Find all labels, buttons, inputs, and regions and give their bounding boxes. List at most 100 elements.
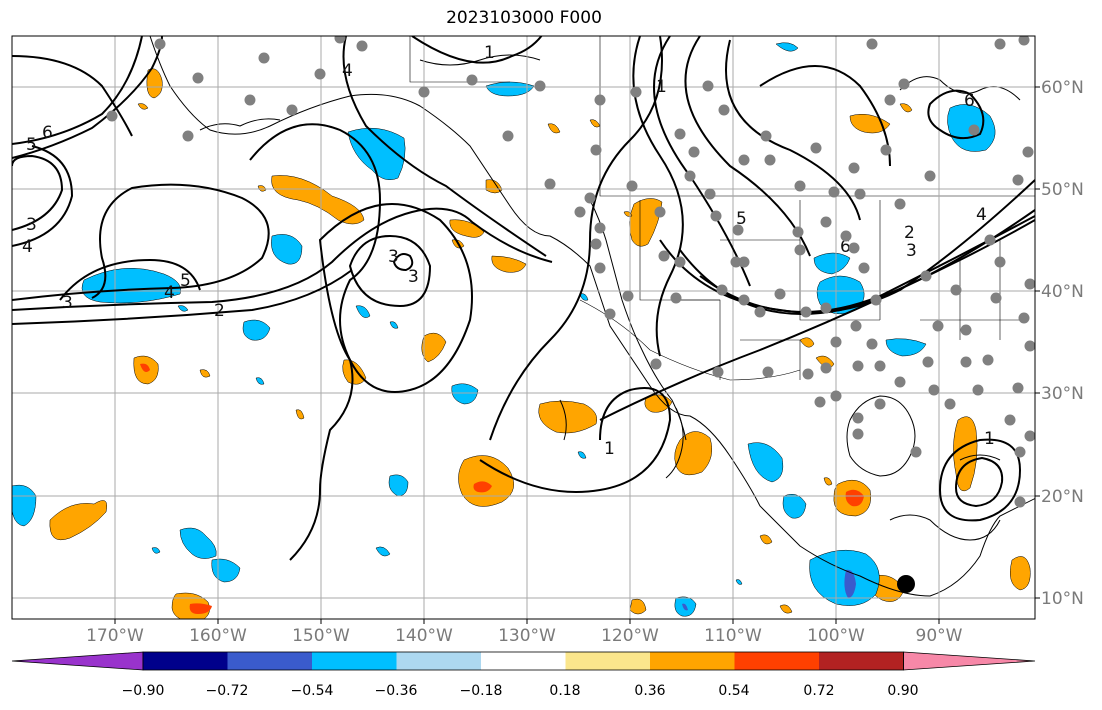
contour-label: 2 xyxy=(214,301,225,321)
station-dot xyxy=(710,210,722,222)
contour-label: 1 xyxy=(984,429,995,449)
station-dot xyxy=(922,356,934,368)
station-dot xyxy=(604,308,616,320)
station-dot xyxy=(950,284,962,296)
station-dot xyxy=(1022,146,1034,158)
station-dot xyxy=(928,384,940,396)
lon-label: 150°W xyxy=(292,626,350,646)
colorbar-swatch xyxy=(481,652,566,670)
station-dot xyxy=(794,244,806,256)
station-dot xyxy=(960,356,972,368)
station-dot xyxy=(814,396,826,408)
station-dot xyxy=(650,358,662,370)
station-dot xyxy=(244,94,256,106)
station-dot xyxy=(594,94,606,106)
lon-label: 130°W xyxy=(498,626,556,646)
colorbar-swatch xyxy=(819,652,904,670)
station-dot xyxy=(106,110,118,122)
lat-label: 60°N xyxy=(1041,78,1084,98)
station-dot xyxy=(704,188,716,200)
station-dot xyxy=(674,256,686,268)
lat-label: 50°N xyxy=(1041,180,1084,200)
station-dot xyxy=(852,412,864,424)
contour-label: 3 xyxy=(62,293,73,313)
station-dot xyxy=(982,354,994,366)
station-dot xyxy=(1004,414,1016,426)
colorbar-tick-label: 0.90 xyxy=(887,683,918,699)
lat-label: 40°N xyxy=(1041,282,1084,302)
contour-label: 3 xyxy=(26,215,37,235)
colorbar-tick-label: −0.18 xyxy=(460,683,503,699)
station-dot xyxy=(718,104,730,116)
colorbar-tick-label: −0.72 xyxy=(206,683,249,699)
contour-label: 6 xyxy=(42,123,53,143)
station-dot xyxy=(154,38,166,50)
station-dot xyxy=(820,302,832,314)
station-dot xyxy=(258,52,270,64)
station-dot xyxy=(738,154,750,166)
station-dot xyxy=(544,178,556,190)
station-dot xyxy=(810,142,822,154)
station-dot xyxy=(944,398,956,410)
lon-label: 160°W xyxy=(189,626,247,646)
axis-ticks xyxy=(114,86,1040,624)
contour-label: 3 xyxy=(408,267,419,287)
station-dot xyxy=(738,256,750,268)
station-dot xyxy=(760,130,772,142)
contour-label: 5 xyxy=(736,209,747,229)
colorbar-tick-label: 0.54 xyxy=(718,683,749,699)
station-dot xyxy=(1014,496,1026,508)
station-dot xyxy=(866,38,878,50)
station-dot xyxy=(684,170,696,182)
station-dot xyxy=(658,250,670,262)
station-dot xyxy=(854,188,866,200)
station-dot xyxy=(1012,174,1024,186)
strong-negative-shading xyxy=(682,569,856,611)
contour-label: 5 xyxy=(26,135,37,155)
station-dot xyxy=(754,306,766,318)
contour-lines xyxy=(12,36,1035,561)
contour-label: 6 xyxy=(840,237,851,257)
station-dot xyxy=(1018,312,1030,324)
strong-positive-shading xyxy=(140,363,864,614)
station-dot xyxy=(792,226,804,238)
station-dot xyxy=(182,130,194,142)
station-dot xyxy=(898,78,910,90)
contour-label: 5 xyxy=(180,271,191,291)
station-dot xyxy=(1024,278,1035,290)
station-dot xyxy=(1024,430,1035,442)
colorbar-swatch xyxy=(227,652,313,670)
colorbar xyxy=(11,651,1036,671)
station-dot xyxy=(820,362,832,374)
colorbar-tick-label: −0.36 xyxy=(375,683,418,699)
lat-label: 30°N xyxy=(1041,384,1084,404)
station-dot xyxy=(418,86,430,98)
station-dot xyxy=(1024,340,1035,352)
station-dot xyxy=(286,104,298,116)
station-dot xyxy=(314,68,326,80)
station-dot xyxy=(894,376,906,388)
station-dot xyxy=(630,86,642,98)
station-dot xyxy=(716,284,728,296)
station-dot xyxy=(732,224,744,236)
contour-label: 6 xyxy=(964,91,975,111)
station-dot xyxy=(626,180,638,192)
station-dot xyxy=(1018,36,1030,46)
station-dot xyxy=(858,262,870,274)
station-dot xyxy=(574,206,586,218)
station-dot xyxy=(738,294,750,306)
station-dot xyxy=(874,360,886,372)
colorbar-tick-label: 0.18 xyxy=(549,683,580,699)
lon-label: 100°W xyxy=(807,626,865,646)
station-dot xyxy=(866,338,878,350)
colorbar-swatch xyxy=(565,652,651,670)
station-dot xyxy=(730,256,742,268)
station-dot xyxy=(555,25,566,36)
station-dot xyxy=(712,366,724,378)
station-dot xyxy=(850,320,862,332)
lon-label: 110°W xyxy=(704,626,762,646)
station-dot xyxy=(594,222,606,234)
station-dot xyxy=(794,180,806,192)
colorbar-swatch xyxy=(396,652,482,670)
